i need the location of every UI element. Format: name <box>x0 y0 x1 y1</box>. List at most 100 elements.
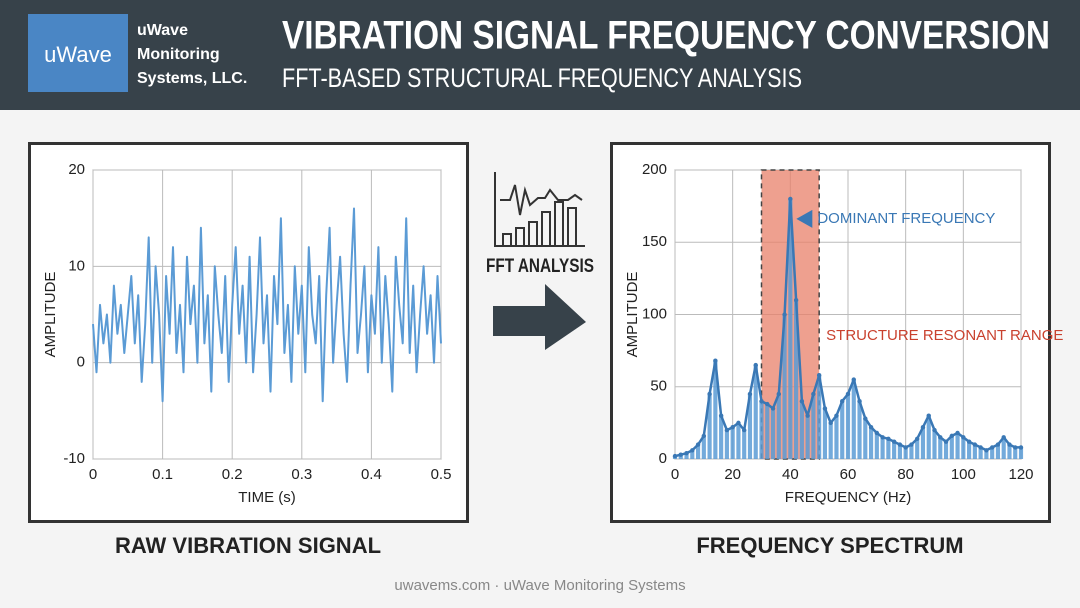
x-tick-label: 0.5 <box>431 466 452 483</box>
point <box>880 435 885 440</box>
point <box>730 425 735 430</box>
y-axis-label: AMPLITUDE <box>42 272 59 358</box>
footer: uwavems.com · uWave Monitoring Systems <box>394 577 685 594</box>
bar <box>811 393 816 459</box>
point <box>920 425 926 430</box>
company-name: Systems, LLC. <box>137 70 247 87</box>
bar <box>834 415 839 459</box>
bar <box>868 427 874 459</box>
company-name: uWave <box>137 22 188 39</box>
point <box>840 399 845 404</box>
bar <box>695 444 701 459</box>
bar <box>828 422 833 459</box>
point <box>707 391 712 397</box>
point <box>851 377 856 382</box>
bar <box>880 437 885 459</box>
bar <box>822 408 828 459</box>
bar <box>984 450 989 459</box>
bar <box>845 393 851 459</box>
x-tick-label: 0.3 <box>291 466 312 483</box>
data-line <box>92 207 442 403</box>
bar <box>926 415 931 459</box>
point <box>868 425 874 430</box>
chart-caption: FREQUENCY SPECTRUM <box>696 533 963 558</box>
chart-caption: RAW VIBRATION SIGNAL <box>115 533 381 558</box>
y-tick-label: 10 <box>68 257 85 274</box>
point <box>822 406 828 411</box>
bar <box>874 432 879 459</box>
x-tick-label: 0 <box>671 466 679 483</box>
x-tick-label: 20 <box>724 466 741 483</box>
point <box>805 413 810 418</box>
bar <box>719 415 724 459</box>
bar <box>932 430 937 459</box>
x-tick-label: 0.2 <box>222 466 243 483</box>
bar <box>770 408 776 459</box>
x-tick-label: 100 <box>951 466 976 483</box>
subtitle: FFT-BASED STRUCTURAL FREQUENCY ANALYSIS <box>282 63 802 93</box>
bar <box>788 198 793 459</box>
bar <box>759 401 764 459</box>
y-tick-label: 150 <box>642 233 667 250</box>
bar <box>1018 447 1024 459</box>
point <box>949 433 954 439</box>
point <box>995 442 1001 447</box>
bar <box>753 365 758 459</box>
point <box>811 391 816 397</box>
point <box>891 439 897 444</box>
point <box>782 312 787 317</box>
bar <box>776 393 781 459</box>
x-tick-label: 0.4 <box>361 466 382 483</box>
annotation-arrow <box>796 209 813 228</box>
arrow <box>493 284 586 350</box>
point <box>845 391 851 397</box>
annotation: DOMINANT FREQUENCY <box>817 210 995 227</box>
bar <box>886 438 891 459</box>
bar <box>943 441 949 459</box>
point <box>961 435 966 440</box>
point <box>690 448 695 453</box>
point <box>989 445 995 450</box>
y-tick-label: 50 <box>650 378 667 395</box>
bar <box>799 401 804 459</box>
point <box>828 420 833 426</box>
point <box>915 436 920 441</box>
point <box>955 430 960 436</box>
bar <box>897 444 902 459</box>
point <box>759 399 764 404</box>
bar <box>892 441 897 459</box>
bar <box>949 435 954 459</box>
bar <box>713 360 718 459</box>
bar <box>851 379 856 459</box>
x-tick-label: 40 <box>782 466 799 483</box>
x-axis-label: FREQUENCY (Hz) <box>785 489 911 506</box>
point <box>753 362 758 368</box>
point <box>793 297 799 303</box>
point <box>701 433 707 439</box>
x-tick-label: 120 <box>1008 466 1033 483</box>
point <box>943 439 949 444</box>
y-axis-label: AMPLITUDE <box>624 272 641 358</box>
x-tick-label: 0.1 <box>152 466 173 483</box>
y-tick-label: 20 <box>68 161 85 178</box>
bar <box>967 441 972 459</box>
point <box>1007 442 1012 447</box>
bar <box>747 393 753 459</box>
point <box>816 372 822 378</box>
point <box>1001 435 1006 440</box>
point <box>886 436 891 441</box>
point <box>678 452 683 457</box>
point <box>938 435 943 440</box>
point <box>932 427 937 433</box>
bar <box>1001 437 1006 459</box>
bar <box>765 404 770 459</box>
bar <box>1007 444 1012 459</box>
y-tick-label: 200 <box>642 161 667 178</box>
bar <box>724 430 729 459</box>
point <box>788 196 793 202</box>
logo-box <box>28 14 128 92</box>
point <box>909 442 914 447</box>
point <box>736 420 741 426</box>
